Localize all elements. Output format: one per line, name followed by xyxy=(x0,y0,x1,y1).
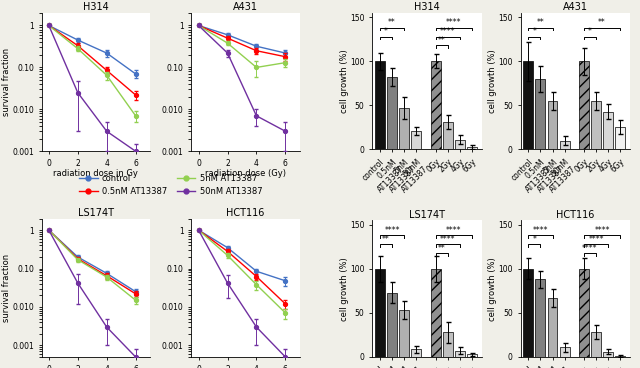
Bar xyxy=(399,108,409,149)
Bar xyxy=(387,293,397,357)
Legend: control, 0.5nM AT13387, 5nM AT13387, 50nM AT13387: control, 0.5nM AT13387, 5nM AT13387, 50n… xyxy=(76,170,266,199)
Bar xyxy=(443,122,452,149)
Bar xyxy=(467,147,477,149)
Bar xyxy=(548,298,557,357)
Y-axis label: survival fraction: survival fraction xyxy=(2,254,11,322)
Text: ****: **** xyxy=(446,18,461,27)
Bar xyxy=(603,112,613,149)
Title: LS174T: LS174T xyxy=(78,208,114,218)
Text: B: B xyxy=(341,0,353,3)
Title: H314: H314 xyxy=(414,2,440,12)
Title: HCT116: HCT116 xyxy=(227,208,265,218)
Text: **: ** xyxy=(438,36,445,45)
Text: **: ** xyxy=(438,244,445,252)
Bar xyxy=(579,61,589,149)
Title: A431: A431 xyxy=(233,2,258,12)
Y-axis label: survival fraction: survival fraction xyxy=(2,48,11,116)
Bar xyxy=(524,269,533,357)
Bar xyxy=(399,310,409,357)
Bar xyxy=(455,140,465,149)
Text: ****: **** xyxy=(582,244,598,252)
Bar xyxy=(375,269,385,357)
Title: HCT116: HCT116 xyxy=(556,210,595,220)
Bar xyxy=(412,131,421,149)
Y-axis label: cell growth (%): cell growth (%) xyxy=(340,49,349,113)
Bar xyxy=(431,61,440,149)
Bar xyxy=(536,279,545,357)
Bar xyxy=(467,354,477,357)
Bar xyxy=(559,347,570,357)
Bar xyxy=(536,79,545,149)
Title: H314: H314 xyxy=(83,2,109,12)
Y-axis label: cell growth (%): cell growth (%) xyxy=(488,49,497,113)
Bar xyxy=(615,356,625,357)
Text: ****: **** xyxy=(385,226,400,235)
Text: *: * xyxy=(588,27,592,36)
Bar xyxy=(559,141,570,149)
X-axis label: radiation dose (Gy): radiation dose (Gy) xyxy=(205,169,286,178)
Title: LS174T: LS174T xyxy=(409,210,445,220)
Bar xyxy=(375,61,385,149)
Text: ****: **** xyxy=(595,226,610,235)
Text: **: ** xyxy=(598,18,606,27)
Bar xyxy=(615,127,625,149)
Text: ****: **** xyxy=(532,226,548,235)
Text: ****: **** xyxy=(440,235,456,244)
Title: A431: A431 xyxy=(563,2,588,12)
Bar xyxy=(412,349,421,357)
Text: ****: **** xyxy=(588,235,604,244)
Y-axis label: cell growth (%): cell growth (%) xyxy=(340,257,349,321)
Bar xyxy=(591,332,601,357)
Text: *: * xyxy=(532,235,536,244)
Bar xyxy=(591,101,601,149)
Y-axis label: cell growth (%): cell growth (%) xyxy=(488,257,497,321)
Bar xyxy=(579,269,589,357)
Bar xyxy=(443,332,452,357)
Text: **: ** xyxy=(388,18,396,27)
Text: *: * xyxy=(532,27,536,36)
Text: **: ** xyxy=(382,235,390,244)
X-axis label: radiation dose in Gy: radiation dose in Gy xyxy=(53,169,138,178)
Text: **: ** xyxy=(536,18,544,27)
Bar xyxy=(524,61,533,149)
Bar xyxy=(455,351,465,357)
Bar xyxy=(603,352,613,357)
Text: ****: **** xyxy=(440,27,456,36)
Text: ****: **** xyxy=(446,226,461,235)
Text: A: A xyxy=(12,0,23,3)
Text: *: * xyxy=(384,27,388,36)
Bar xyxy=(387,77,397,149)
Bar xyxy=(548,101,557,149)
Bar xyxy=(431,269,440,357)
